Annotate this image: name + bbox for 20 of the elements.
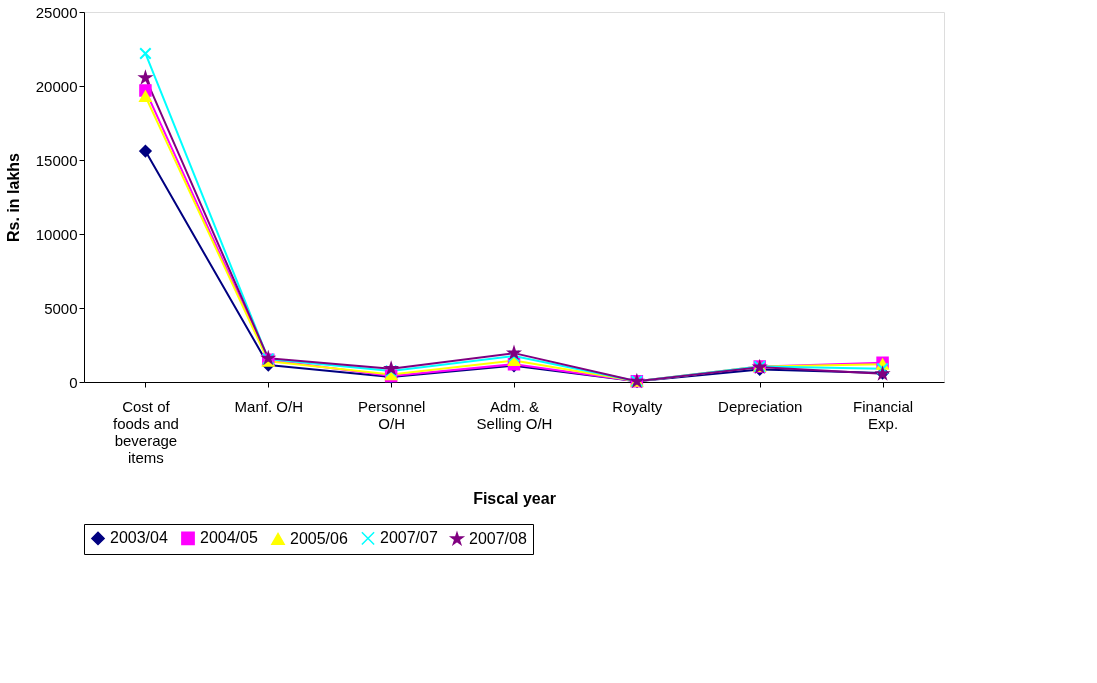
x-tick-label: Depreciation bbox=[718, 397, 803, 415]
y-tick-label: 20000 bbox=[35, 77, 78, 95]
y-axis-title: Rs. in lakhs bbox=[4, 152, 22, 242]
y-tick-label: 0 bbox=[69, 373, 78, 391]
legend-label: 2007/07 bbox=[380, 529, 438, 547]
x-axis-title: Fiscal year bbox=[473, 489, 556, 507]
y-tick-label: 15000 bbox=[35, 151, 78, 169]
legend-label: 2007/08 bbox=[469, 530, 527, 547]
legend-label: 2005/06 bbox=[290, 529, 348, 547]
y-tick-label: 5000 bbox=[44, 299, 78, 317]
x-tick-label: Personnel O/H bbox=[357, 397, 426, 432]
x-tick-label: Cost of foods and beverage items bbox=[112, 397, 179, 466]
legend-label: 2003/04 bbox=[110, 529, 168, 547]
x-tick-label: Financial Exp. bbox=[853, 397, 914, 432]
x-tick-label: Manf. O/H bbox=[234, 397, 303, 415]
legend-label: 2004/05 bbox=[200, 529, 258, 547]
x-tick-label: Royalty bbox=[612, 397, 663, 415]
y-tick-label: 25000 bbox=[35, 3, 78, 21]
y-tick-label: 10000 bbox=[35, 225, 78, 243]
x-tick-label: Adm. & Selling O/H bbox=[476, 397, 553, 432]
